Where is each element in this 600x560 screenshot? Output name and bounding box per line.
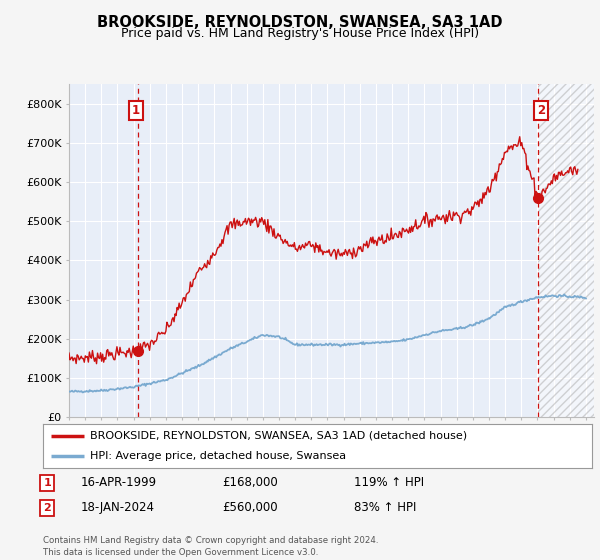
Text: BROOKSIDE, REYNOLDSTON, SWANSEA, SA3 1AD: BROOKSIDE, REYNOLDSTON, SWANSEA, SA3 1AD <box>97 15 503 30</box>
Text: 1: 1 <box>43 478 51 488</box>
Text: £168,000: £168,000 <box>222 476 278 489</box>
Text: 83% ↑ HPI: 83% ↑ HPI <box>354 501 416 515</box>
Text: 1: 1 <box>132 104 140 116</box>
Text: Price paid vs. HM Land Registry's House Price Index (HPI): Price paid vs. HM Land Registry's House … <box>121 27 479 40</box>
Text: 2: 2 <box>43 503 51 513</box>
Text: £560,000: £560,000 <box>222 501 278 515</box>
Text: HPI: Average price, detached house, Swansea: HPI: Average price, detached house, Swan… <box>90 451 346 461</box>
Text: BROOKSIDE, REYNOLDSTON, SWANSEA, SA3 1AD (detached house): BROOKSIDE, REYNOLDSTON, SWANSEA, SA3 1AD… <box>90 431 467 441</box>
Text: 2: 2 <box>536 104 545 116</box>
Text: 18-JAN-2024: 18-JAN-2024 <box>81 501 155 515</box>
Bar <box>538 84 594 417</box>
Text: Contains HM Land Registry data © Crown copyright and database right 2024.
This d: Contains HM Land Registry data © Crown c… <box>43 536 379 557</box>
Text: 16-APR-1999: 16-APR-1999 <box>81 476 157 489</box>
Text: 119% ↑ HPI: 119% ↑ HPI <box>354 476 424 489</box>
